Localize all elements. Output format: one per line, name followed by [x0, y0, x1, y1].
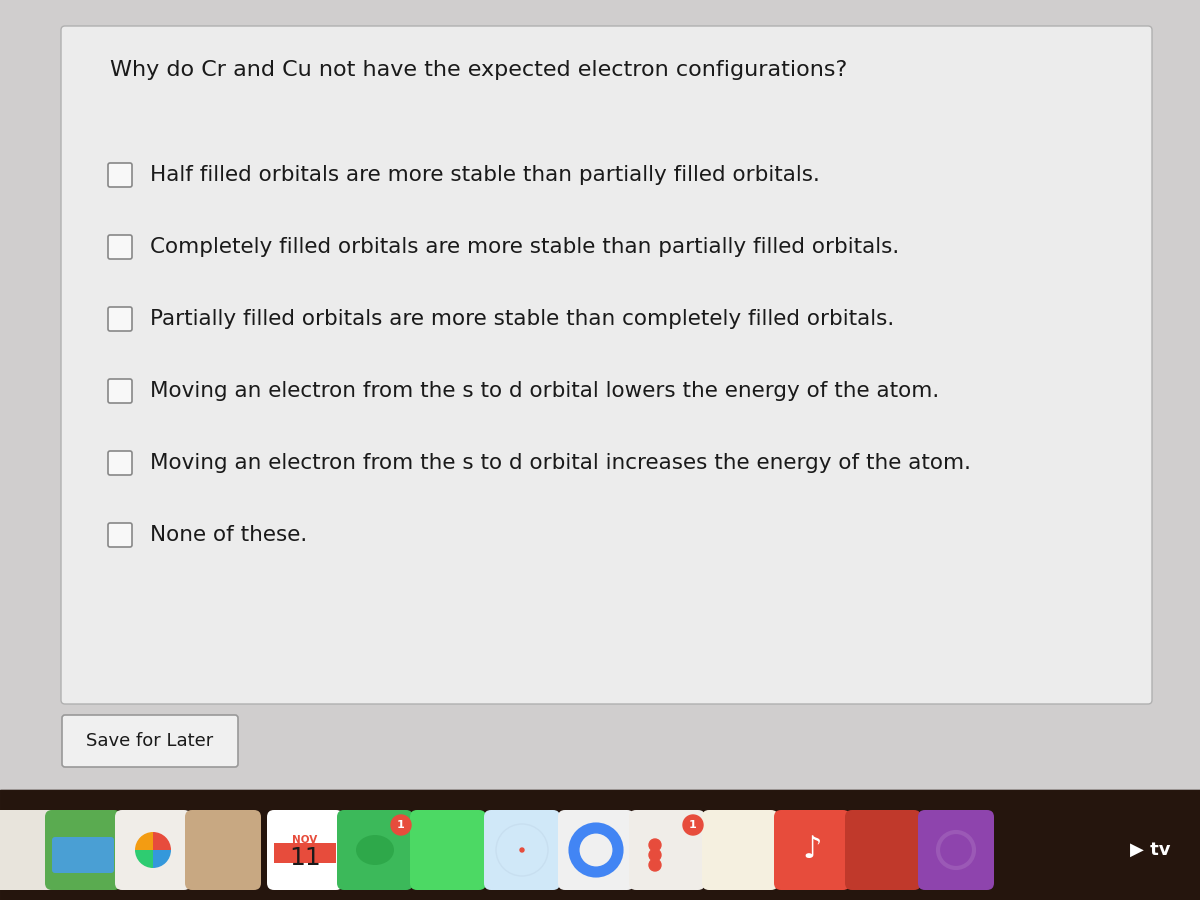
FancyBboxPatch shape — [115, 810, 191, 890]
Text: Moving an electron from the s to d orbital increases the energy of the atom.: Moving an electron from the s to d orbit… — [150, 453, 971, 473]
FancyBboxPatch shape — [108, 235, 132, 259]
FancyBboxPatch shape — [62, 715, 238, 767]
FancyBboxPatch shape — [774, 810, 850, 890]
Text: None of these.: None of these. — [150, 525, 307, 545]
Ellipse shape — [356, 835, 394, 865]
FancyBboxPatch shape — [61, 26, 1152, 704]
FancyBboxPatch shape — [629, 810, 706, 890]
Text: Moving an electron from the s to d orbital lowers the energy of the atom.: Moving an electron from the s to d orbit… — [150, 381, 940, 401]
Text: Save for Later: Save for Later — [86, 732, 214, 750]
Text: NOV: NOV — [293, 835, 318, 845]
FancyBboxPatch shape — [0, 810, 56, 890]
FancyBboxPatch shape — [52, 837, 114, 873]
FancyBboxPatch shape — [274, 843, 336, 863]
FancyBboxPatch shape — [558, 810, 634, 890]
FancyBboxPatch shape — [337, 810, 413, 890]
FancyBboxPatch shape — [108, 307, 132, 331]
Wedge shape — [154, 832, 172, 850]
Bar — [0, 790, 1200, 900]
FancyBboxPatch shape — [185, 810, 262, 890]
FancyBboxPatch shape — [108, 379, 132, 403]
Text: 11: 11 — [289, 846, 320, 870]
Text: Half filled orbitals are more stable than partially filled orbitals.: Half filled orbitals are more stable tha… — [150, 165, 820, 185]
FancyBboxPatch shape — [918, 810, 994, 890]
FancyBboxPatch shape — [108, 451, 132, 475]
Text: 1: 1 — [397, 820, 404, 830]
FancyBboxPatch shape — [702, 810, 778, 890]
Text: ▶ tv: ▶ tv — [1129, 841, 1170, 859]
FancyBboxPatch shape — [845, 810, 922, 890]
FancyBboxPatch shape — [266, 810, 343, 890]
Circle shape — [391, 815, 410, 835]
Circle shape — [586, 840, 606, 860]
Circle shape — [520, 848, 524, 852]
Text: Why do Cr and Cu not have the expected electron configurations?: Why do Cr and Cu not have the expected e… — [110, 60, 847, 80]
FancyBboxPatch shape — [108, 523, 132, 547]
FancyBboxPatch shape — [108, 163, 132, 187]
Wedge shape — [154, 850, 172, 868]
Text: 1: 1 — [689, 820, 697, 830]
Text: ♪: ♪ — [803, 835, 822, 865]
Wedge shape — [134, 850, 154, 868]
FancyBboxPatch shape — [484, 810, 560, 890]
Circle shape — [649, 859, 661, 871]
FancyBboxPatch shape — [410, 810, 486, 890]
Wedge shape — [134, 832, 154, 850]
FancyBboxPatch shape — [46, 810, 121, 890]
Bar — [0, 790, 1200, 900]
Circle shape — [649, 849, 661, 861]
Text: Partially filled orbitals are more stable than completely filled orbitals.: Partially filled orbitals are more stabl… — [150, 309, 894, 329]
Circle shape — [683, 815, 703, 835]
Text: Completely filled orbitals are more stable than partially filled orbitals.: Completely filled orbitals are more stab… — [150, 237, 899, 257]
Circle shape — [649, 839, 661, 851]
